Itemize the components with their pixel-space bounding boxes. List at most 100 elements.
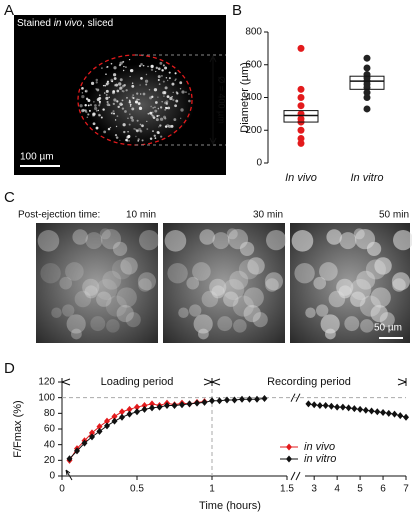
cell — [109, 126, 112, 129]
cell — [151, 114, 155, 118]
marker — [119, 408, 125, 416]
cell — [155, 66, 158, 70]
cell — [135, 135, 137, 138]
image-title: Stained in vivo, sliced — [17, 18, 113, 29]
cell — [360, 319, 374, 333]
cell — [116, 287, 137, 308]
cell — [164, 86, 168, 90]
panel-label: A — [4, 2, 14, 19]
marker — [201, 398, 208, 406]
cell — [164, 66, 168, 70]
cell — [128, 99, 131, 102]
cell — [114, 133, 118, 137]
cell — [179, 88, 182, 90]
marker — [345, 404, 352, 412]
cell — [115, 136, 119, 139]
cell — [247, 257, 265, 275]
cell — [165, 76, 168, 79]
cell — [99, 228, 111, 240]
cell — [147, 65, 149, 68]
cell — [181, 90, 185, 94]
cell — [121, 103, 123, 106]
cell — [134, 128, 137, 130]
cell — [92, 112, 96, 116]
cell — [128, 140, 130, 142]
cell — [174, 72, 177, 75]
cell — [163, 95, 165, 97]
cell — [108, 82, 110, 85]
cell — [139, 229, 160, 251]
y-axis-label: Diameter (µm) — [239, 62, 251, 133]
point — [297, 94, 305, 101]
cell — [137, 102, 141, 105]
cell — [94, 106, 98, 111]
cell — [145, 83, 148, 86]
point — [297, 102, 305, 110]
cell — [105, 295, 127, 317]
marker — [339, 403, 346, 411]
y-tick-label: 20 — [44, 455, 56, 466]
cell — [175, 78, 177, 80]
cell — [131, 84, 135, 88]
cell — [162, 80, 165, 83]
cell — [112, 90, 116, 93]
cell — [161, 69, 164, 72]
cell — [81, 87, 84, 90]
y-tick-label: 120 — [38, 377, 55, 388]
cell — [113, 66, 117, 70]
marker — [368, 407, 375, 415]
cell — [223, 278, 245, 301]
cell — [265, 278, 279, 292]
cell — [137, 138, 140, 141]
x-tick-label: 6 — [380, 484, 386, 495]
cell — [180, 108, 184, 112]
cell — [37, 230, 60, 252]
cell — [167, 106, 171, 110]
cell — [159, 124, 162, 127]
cell — [157, 107, 160, 110]
cell — [94, 104, 97, 107]
point — [297, 44, 305, 52]
cell — [115, 83, 119, 87]
panel-label: D — [4, 360, 15, 377]
cell — [119, 139, 121, 141]
cell — [139, 129, 143, 133]
point — [363, 54, 371, 62]
cell — [125, 312, 141, 328]
cell — [131, 118, 135, 122]
x-tick-label: 0.5 — [130, 484, 144, 495]
period-arrow — [61, 378, 213, 386]
cell — [113, 98, 117, 102]
cell — [152, 116, 156, 119]
cell — [168, 124, 172, 129]
cell — [101, 67, 103, 69]
cell — [161, 101, 163, 103]
annotation: Recording period — [267, 376, 351, 388]
cell — [149, 111, 153, 115]
marker — [391, 410, 398, 418]
cell — [166, 102, 168, 104]
cell — [179, 81, 183, 85]
cell — [223, 291, 239, 307]
cell — [150, 68, 154, 71]
cell — [166, 79, 169, 82]
cells — [79, 59, 191, 142]
cell — [138, 278, 152, 292]
cell — [127, 130, 129, 133]
axis-break — [290, 471, 301, 481]
cell — [391, 272, 411, 291]
cell — [66, 314, 86, 334]
cell — [87, 99, 91, 102]
cell — [238, 259, 259, 280]
cell — [105, 73, 107, 76]
cell — [116, 100, 119, 103]
cell — [100, 229, 122, 250]
cell — [344, 316, 360, 332]
cell — [105, 66, 108, 69]
cell — [113, 77, 117, 80]
cell — [157, 78, 160, 82]
cell — [176, 92, 179, 95]
cell — [70, 328, 82, 340]
cell — [164, 125, 168, 128]
marker — [126, 410, 133, 418]
